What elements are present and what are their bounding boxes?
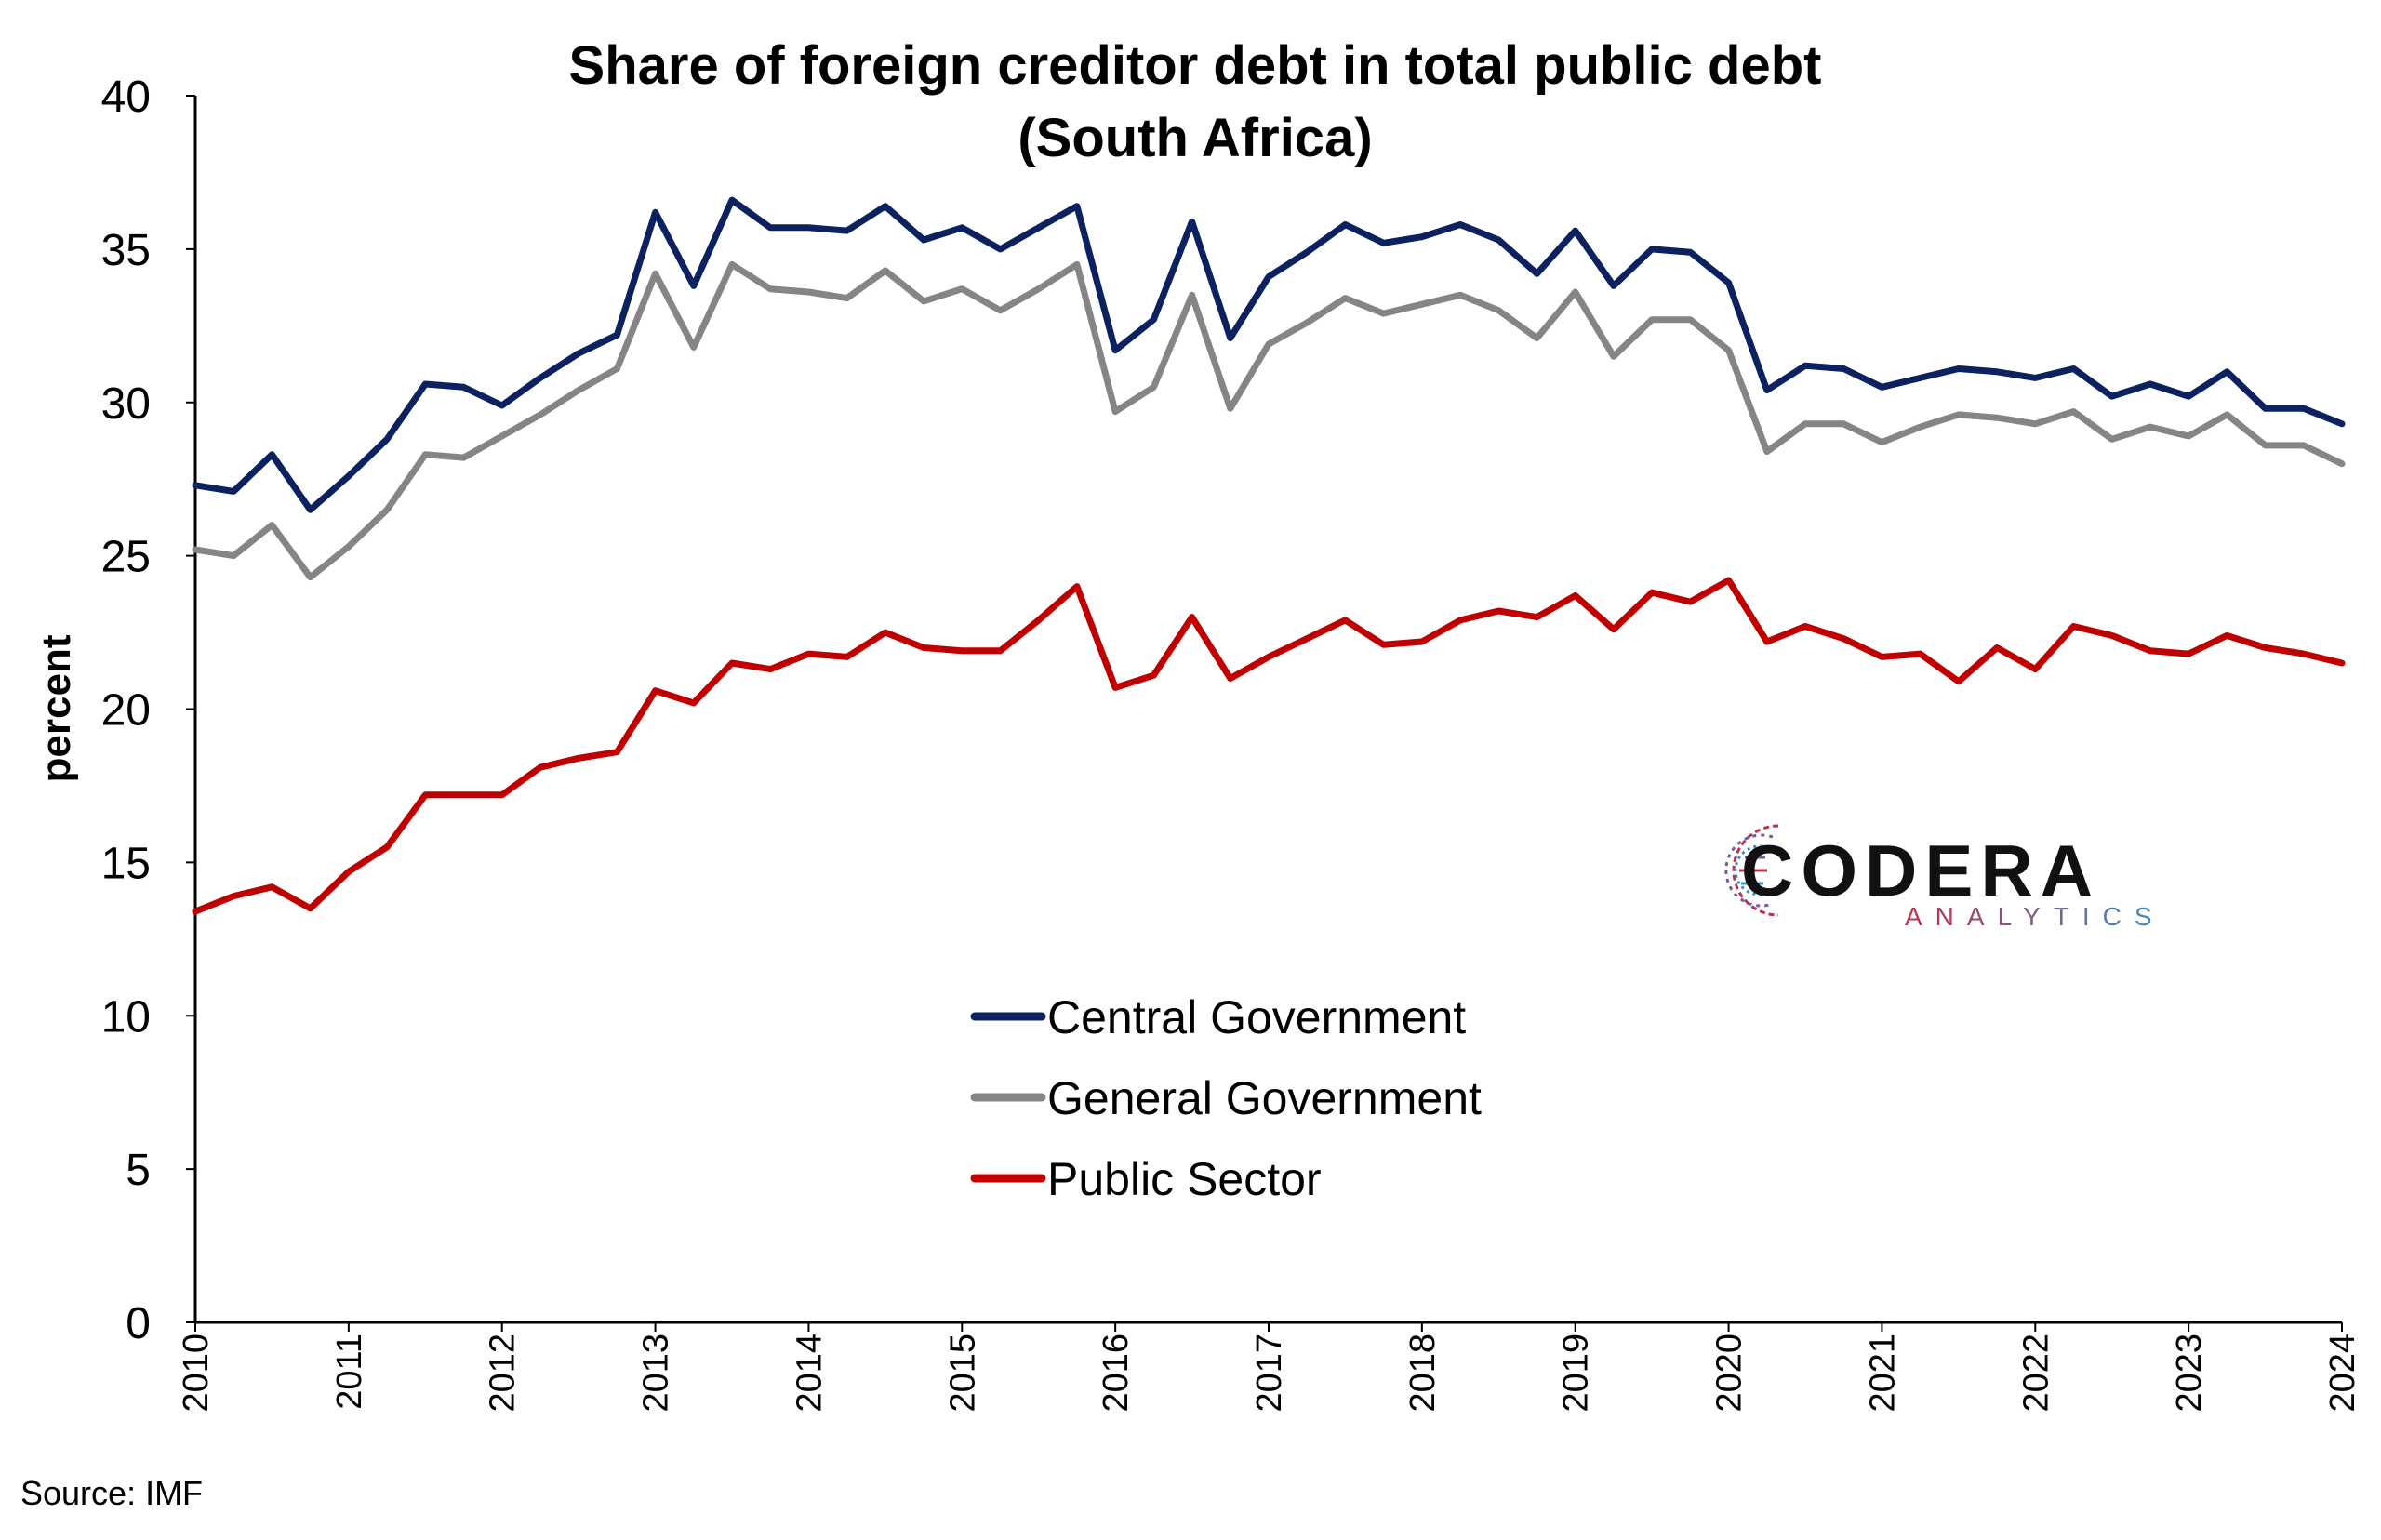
- legend-item: Central Government: [970, 991, 1466, 1043]
- x-ticks: 2010 2011 2012 2013 2014 2015 2016 2017 2018 2019…: [177, 1322, 2362, 1413]
- x-tick-label: 2014: [790, 1334, 829, 1413]
- legend-item: Public Sector: [970, 1153, 1322, 1205]
- logo-subtitle: ANALYTICS: [1905, 902, 2165, 931]
- x-tick-label: 2013: [637, 1334, 676, 1413]
- y-ticks: 0 5 10 15 20 25 30 35 40: [101, 73, 195, 1348]
- legend-label: Central Government: [1047, 991, 1466, 1043]
- y-tick-label: 0: [126, 1299, 151, 1348]
- codera-logo: CODERA ANALYTICS: [1724, 824, 2165, 931]
- chart-title-line-2: (South Africa): [1018, 108, 1372, 168]
- x-tick-label: 2020: [1710, 1334, 1749, 1413]
- chart-title-line-1: Share of foreign creditor debt in total …: [569, 35, 1822, 96]
- legend-label: General Government: [1047, 1072, 1482, 1124]
- legend-item: General Government: [970, 1072, 1482, 1124]
- y-tick-label: 35: [101, 226, 151, 275]
- legend-label: Public Sector: [1047, 1153, 1322, 1205]
- y-tick-label: 40: [101, 73, 151, 122]
- x-tick-label: 2010: [177, 1334, 216, 1413]
- y-axis-label: percent: [33, 634, 79, 782]
- series-line-general-government: [192, 260, 2346, 581]
- y-tick-label: 30: [101, 379, 151, 429]
- series-line-public-sector: [192, 577, 2346, 915]
- x-tick-label: 2015: [943, 1334, 982, 1413]
- x-tick-label: 2012: [484, 1334, 523, 1413]
- x-tick-label: 2023: [2170, 1334, 2209, 1413]
- y-tick-label: 10: [101, 992, 151, 1042]
- series-lines: [192, 196, 2346, 915]
- x-tick-label: 2016: [1097, 1334, 1136, 1413]
- y-tick-label: 20: [101, 686, 151, 736]
- y-tick-label: 25: [101, 533, 151, 582]
- x-tick-label: 2021: [1863, 1334, 1902, 1413]
- x-tick-label: 2019: [1557, 1334, 1596, 1413]
- x-tick-label: 2024: [2323, 1334, 2362, 1413]
- y-tick-label: 15: [101, 839, 151, 888]
- source-note: Source: IMF: [20, 1474, 203, 1512]
- logo-emblem-icon: [1724, 824, 1779, 917]
- y-tick-label: 5: [126, 1146, 151, 1195]
- series-line-central-government: [192, 196, 2346, 513]
- legend: Central Government General Government Publ…: [970, 991, 1482, 1205]
- logo-name: CODERA: [1741, 830, 2100, 911]
- x-tick-label: 2018: [1403, 1334, 1443, 1413]
- x-tick-label: 2011: [330, 1334, 369, 1410]
- x-tick-label: 2022: [2016, 1334, 2055, 1413]
- x-tick-label: 2017: [1250, 1334, 1289, 1413]
